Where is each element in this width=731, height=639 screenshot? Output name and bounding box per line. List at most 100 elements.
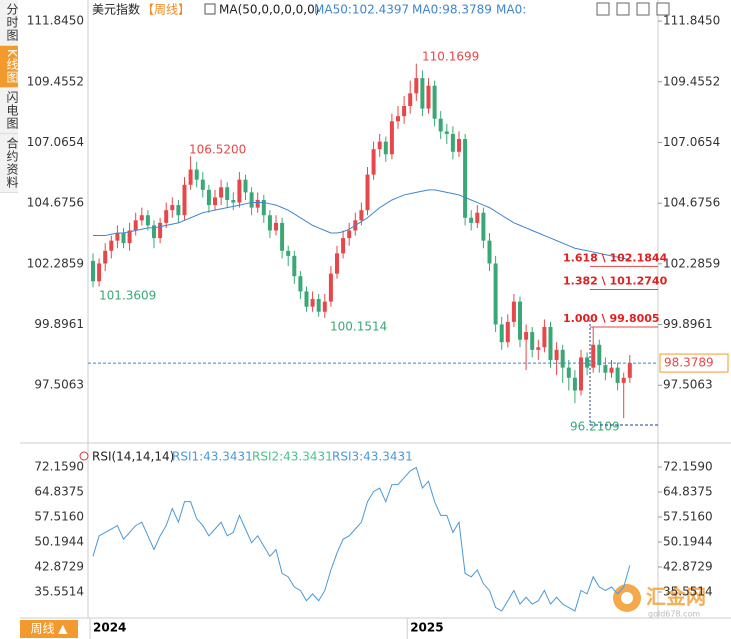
extreme-label: 100.1514 <box>330 320 387 334</box>
candle-body <box>469 217 474 223</box>
candle-body <box>164 210 169 223</box>
y-tick-label: 64.8375 <box>34 484 84 498</box>
candle-body <box>505 321 510 343</box>
candle-body <box>591 344 596 368</box>
candle-body <box>511 301 516 322</box>
candle-body <box>286 250 291 256</box>
candle-body <box>542 326 547 348</box>
candle-body <box>609 367 614 373</box>
sidebar-tab[interactable]: 合约资料 <box>0 134 19 193</box>
candle-body <box>249 192 254 208</box>
candle-body <box>585 357 590 368</box>
candle-body <box>450 133 455 152</box>
candle-body <box>365 174 370 211</box>
candle-body <box>414 78 419 94</box>
candle-body <box>267 215 272 231</box>
candle-body <box>97 263 102 282</box>
candle-body <box>115 233 120 241</box>
candle-body <box>109 240 114 251</box>
y-tick-label: 97.5063 <box>34 378 84 392</box>
candle-body <box>481 212 486 241</box>
y-tick-label: 42.8729 <box>34 560 84 574</box>
x-tick-label: 2024 <box>93 621 126 635</box>
indicator-label: MA(50,0,0,0,0,0) <box>219 3 319 17</box>
candle-body <box>408 93 413 107</box>
candle-body <box>621 377 626 383</box>
candle-body <box>548 326 553 360</box>
y-tick-label: 50.1944 <box>34 535 84 549</box>
candle-body <box>335 253 339 274</box>
watermark-url: gold678.com <box>648 610 700 619</box>
x-tick-label: 2025 <box>410 621 443 635</box>
y-tick-label: 107.0654 <box>663 135 720 149</box>
candle-body <box>475 212 480 223</box>
candle-body <box>225 187 230 200</box>
period-button-label: 周线 ▲ <box>30 622 68 636</box>
y-tick-label: 57.5160 <box>34 509 84 523</box>
y-tick-label: 97.5063 <box>663 378 713 392</box>
sidebar-tab[interactable]: 分时图 <box>0 0 19 46</box>
y-tick-label: 35.5514 <box>663 585 713 599</box>
candle-body <box>255 200 260 208</box>
candle-body <box>243 179 248 193</box>
candle-body <box>316 299 321 312</box>
ma-icon[interactable] <box>204 3 216 15</box>
y-tick-label: 99.8961 <box>34 317 84 331</box>
candle-body <box>206 189 211 206</box>
tool-button[interactable] <box>616 2 630 16</box>
chart-title: 美元指数 <box>92 2 140 17</box>
candle-body <box>396 116 400 122</box>
last-price-label: 98.3789 <box>664 356 714 370</box>
y-tick-label: 102.2859 <box>663 256 720 270</box>
candle-body <box>127 230 132 244</box>
candle-body <box>213 197 217 206</box>
last-price-tag <box>659 353 729 373</box>
y-tick-label: 102.2859 <box>27 256 84 270</box>
extreme-label: 106.5200 <box>189 143 246 157</box>
tool-button[interactable] <box>596 2 610 16</box>
candle-body <box>572 377 577 391</box>
y-tick-label: 72.1590 <box>34 459 84 473</box>
candle-body <box>530 332 535 350</box>
rsi-legend: RSI3:43.3431 <box>332 450 413 464</box>
candle-body <box>438 118 443 132</box>
candle-body <box>304 291 309 307</box>
watermark: 汇金网 <box>646 585 706 609</box>
y-tick-label: 109.4552 <box>663 74 720 88</box>
sidebar-tab[interactable]: K线图 <box>0 46 19 88</box>
candle-body <box>152 225 156 239</box>
candle-body <box>310 299 315 307</box>
candle-body <box>603 365 608 373</box>
candle-body <box>170 205 175 211</box>
candle-body <box>139 215 144 221</box>
toolbar <box>596 2 670 16</box>
candle-body <box>420 78 425 109</box>
candle-body <box>188 169 193 185</box>
candle-body <box>219 187 224 198</box>
y-tick-label: 111.8450 <box>663 14 720 28</box>
extreme-label: 110.1699 <box>422 50 479 64</box>
candle-body <box>280 222 285 251</box>
y-tick-label: 104.6756 <box>663 196 720 210</box>
settings-icon[interactable] <box>79 451 89 461</box>
candle-body <box>176 205 181 216</box>
candle-body <box>359 210 364 221</box>
candle-body <box>182 184 187 216</box>
sidebar-tab[interactable]: 闪电图 <box>0 88 19 134</box>
tool-button[interactable] <box>636 2 650 16</box>
rsi-title: RSI(14,14,14) <box>92 450 174 464</box>
candle-body <box>274 222 278 231</box>
candle-body <box>627 363 632 378</box>
candle-body <box>457 139 461 152</box>
candle-body <box>328 273 333 302</box>
period-label: 【周线】 <box>142 3 190 17</box>
candle-body <box>493 263 498 325</box>
candle-body <box>402 106 407 117</box>
tool-button[interactable] <box>656 2 670 16</box>
candle-body <box>200 179 205 190</box>
period-button[interactable] <box>20 620 78 638</box>
candle-body <box>560 349 565 368</box>
y-tick-label: 104.6756 <box>27 196 84 210</box>
candle-body <box>615 367 620 383</box>
